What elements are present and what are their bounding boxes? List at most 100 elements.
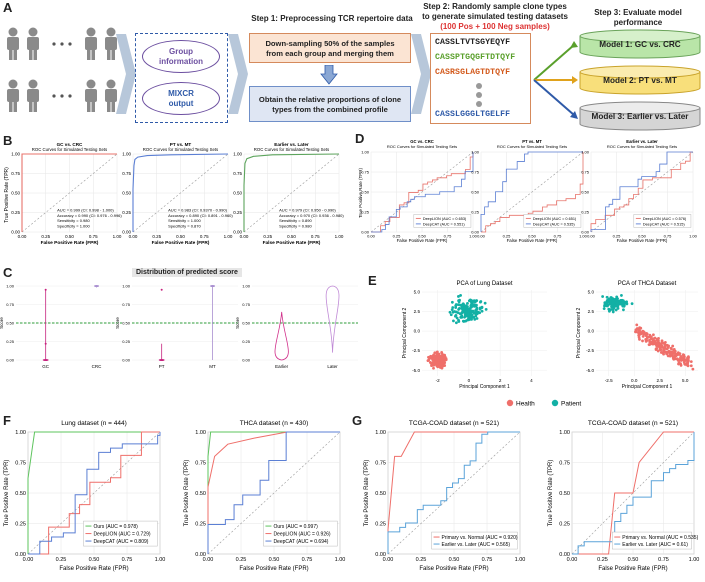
x-tick-label: 0.50: [65, 234, 74, 239]
y-tick-label: -2.5: [586, 348, 594, 353]
model-1-cylinder: [579, 29, 701, 59]
x-tick-label: 0.25: [613, 234, 622, 239]
x-axis-label: False Positive Rate (FPR): [397, 238, 448, 243]
y-tick-label: 0.75: [361, 169, 370, 174]
patient-point: [475, 317, 479, 320]
x-tick-label: 0.50: [638, 234, 647, 239]
health-point: [641, 339, 644, 343]
x-tick-label: 0.50: [287, 234, 296, 239]
y-tick-label: 1.00: [195, 430, 206, 436]
group-info-line1: Group: [169, 47, 193, 56]
x-axis-label: False Positive Rate (FPR): [419, 566, 488, 572]
legend-box: [413, 214, 472, 228]
y-axis-label: True Positive Rate (TPR): [184, 460, 190, 527]
y-tick-label: 1.00: [361, 149, 370, 154]
x-tick-label: 0.00: [383, 557, 394, 563]
ours-roc-curve: [27, 431, 160, 554]
x-tick-label: -2.5: [605, 378, 613, 383]
y-tick-label: 1.00: [242, 284, 251, 289]
x-axis-label: False Positive Rate (FPR): [507, 238, 558, 243]
roc-curve: [243, 153, 340, 232]
downsample-box: Down-sampling 50% of the samples from ea…: [249, 33, 411, 63]
input-box: [135, 33, 228, 123]
y-axis-label: True Positive Rate (TPR): [364, 460, 370, 527]
health-point: [426, 359, 430, 363]
y-tick-label: 0.75: [11, 171, 20, 176]
step1-title: Step 1: Preprocessing TCR repertoire dat…: [251, 14, 413, 23]
patient-point: [467, 307, 471, 311]
health-point: [677, 361, 681, 365]
patient-point: [457, 318, 460, 322]
subplot-title: PT vs. MT: [522, 139, 542, 144]
legend-text: Health: [516, 401, 535, 408]
y-tick-label: 0.00: [195, 552, 206, 558]
subplot-title: GC vs. CRC: [57, 142, 83, 147]
y-axis-label: Principal Component 2: [402, 307, 408, 358]
patient-point: [454, 321, 458, 325]
health-point: [648, 338, 651, 342]
legend-text: DeepLION (AUC = 0.576): [643, 217, 687, 221]
health-point: [661, 351, 665, 355]
health-point: [652, 333, 655, 337]
earlier-vs-later-roc-curve: [572, 432, 695, 555]
legend-text: DeepCAT (AUC = 0.515): [643, 222, 685, 226]
x-axis-label: Principal Component 1: [622, 384, 673, 390]
y-tick-label: 0.25: [122, 210, 131, 215]
y-tick-label: 0.75: [15, 460, 26, 466]
health-point: [666, 351, 669, 355]
legend-box: [431, 531, 518, 550]
y-tick-label: 0.00: [122, 230, 131, 235]
violin-negative-base: [158, 359, 165, 361]
flow-arrow-icon: [116, 34, 136, 114]
x-tick-label: 0.25: [41, 234, 50, 239]
patient-point: [616, 306, 620, 310]
x-tick-label: 0.75: [554, 234, 563, 239]
patient-point: [455, 316, 459, 320]
x-tick-label: 0.50: [418, 234, 427, 239]
plot-title: Lung dataset (n = 444): [61, 420, 127, 427]
health-point: [682, 361, 686, 364]
patient-point: [454, 314, 457, 318]
health-point: [428, 356, 432, 360]
stat-text: Specificity = 1.000: [57, 223, 90, 228]
x-tick-label: MT: [209, 364, 216, 369]
model-2-label: Model 2: PT vs. MT: [603, 76, 677, 85]
y-axis-label: Score: [235, 317, 240, 329]
x-tick-label: 0.75: [122, 557, 133, 563]
patient-point: [611, 310, 615, 314]
y-tick-label: 0.50: [471, 189, 480, 194]
y-tick-label: 0.50: [375, 491, 386, 497]
ellipsis-icon: [476, 83, 482, 107]
patient-point: [478, 306, 482, 310]
legend-text: DeepLION (AUC = 0.926): [273, 532, 330, 538]
subplot-subtitle: ROC Curves for Simulated Testing Sets: [32, 147, 107, 152]
x-tick-label: 2: [499, 378, 502, 383]
legend-box: [633, 214, 692, 228]
health-point: [654, 347, 658, 351]
legend-text: DeepLION (AUC = 0.729): [93, 532, 150, 538]
x-tick-label: 0.75: [664, 234, 673, 239]
y-tick-label: 0.75: [581, 169, 590, 174]
x-tick-label: 0.00: [567, 557, 578, 563]
mixcr-output-ellipse: MIXCR output: [142, 82, 220, 115]
health-point: [430, 364, 433, 368]
patient-point: [609, 308, 613, 312]
x-tick-label: 1.00: [689, 234, 698, 239]
pca-title: PCA of Lung Dataset: [456, 281, 512, 287]
down-arrow-icon: [320, 65, 338, 85]
y-tick-label: 0.25: [375, 521, 386, 527]
y-tick-label: 0.25: [195, 521, 206, 527]
x-tick-label: 0.75: [444, 234, 453, 239]
patient-point: [605, 304, 609, 308]
sequence-box: CASSLTVTSGYEQYF CASSPTGQGFTDTQYF CASRSGL…: [430, 33, 531, 124]
subplot-title: Earlier vs. Later: [274, 142, 309, 147]
health-point: [436, 365, 440, 369]
diagonal-reference-line: [243, 153, 340, 233]
patient-point: [615, 295, 619, 299]
y-tick-label: 0.25: [6, 339, 15, 344]
health-point: [674, 356, 677, 360]
x-tick-label: 0.00: [18, 234, 27, 239]
panel-e-pca-plots: PCA of Lung Dataset -2 0 2 4 5.0 2.5 0.0 -2.5 -5.…: [402, 281, 698, 408]
patient-point: [467, 299, 471, 303]
